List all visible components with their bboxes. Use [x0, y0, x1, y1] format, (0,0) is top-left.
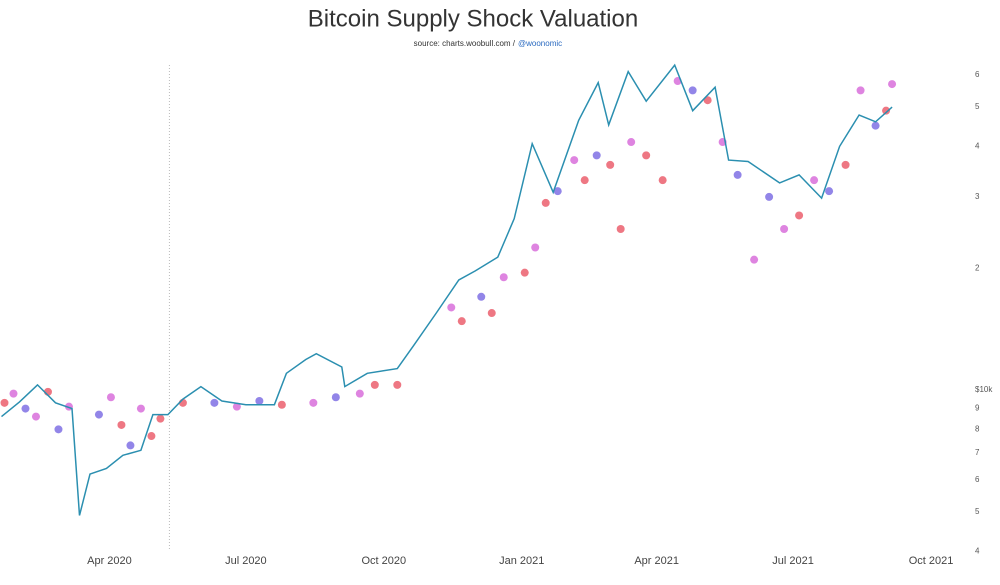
valuation-dot [393, 380, 402, 389]
valuation-dot [733, 170, 742, 179]
valuation-dot [871, 121, 880, 130]
valuation-dot [54, 425, 63, 434]
valuation-dot [520, 268, 529, 277]
valuation-dot [0, 398, 9, 407]
valuation-dot [255, 396, 264, 405]
valuation-dot [553, 187, 562, 196]
valuation-dot [616, 224, 625, 233]
y-tick-label: 6 [975, 70, 980, 79]
valuation-dot [570, 156, 579, 165]
valuation-dot [31, 412, 40, 421]
valuation-dot [232, 402, 241, 411]
y-tick-label: 3 [975, 192, 980, 201]
y-tick-label: 8 [975, 424, 980, 433]
valuation-dot [750, 255, 759, 264]
x-tick-label: Apr 2020 [87, 555, 132, 567]
valuation-dot [106, 393, 115, 402]
valuation-dot [147, 432, 156, 441]
valuation-dot [355, 389, 364, 398]
valuation-dot [487, 309, 496, 318]
y-tick-label: 6 [975, 475, 980, 484]
valuation-dot [156, 414, 165, 423]
valuation-dot [277, 400, 286, 409]
x-tick-label: Jul 2020 [225, 555, 267, 567]
valuation-dot [457, 317, 466, 326]
valuation-dot [606, 160, 615, 169]
valuation-dot [499, 273, 508, 282]
valuation-dot [795, 211, 804, 220]
valuation-dot [331, 393, 340, 402]
y-tick-label: 9 [975, 404, 980, 413]
y-tick-label: 5 [975, 102, 980, 111]
valuation-dot [882, 106, 891, 115]
y-tick-label: 4 [975, 141, 980, 150]
x-tick-label: Oct 2021 [909, 555, 954, 567]
valuation-dot [370, 380, 379, 389]
y-tick-label: $10k [975, 385, 993, 394]
source-text: source: charts.woobull.com / [414, 39, 516, 48]
valuation-dot [856, 86, 865, 95]
x-tick-label: Oct 2020 [361, 555, 406, 567]
valuation-dot [688, 86, 697, 95]
valuation-dot [627, 138, 636, 147]
valuation-dot [541, 198, 550, 207]
valuation-dot [136, 404, 145, 413]
valuation-dot [888, 80, 897, 89]
valuation-dot [841, 160, 850, 169]
source-handle[interactable]: @woonomic [518, 39, 562, 48]
y-tick-label: 5 [975, 507, 980, 516]
valuation-dot [642, 151, 651, 160]
y-tick-label: 4 [975, 546, 980, 555]
x-tick-label: Jul 2021 [772, 555, 814, 567]
valuation-dot [210, 398, 219, 407]
valuation-dot [447, 303, 456, 312]
valuation-dot [117, 420, 126, 429]
chart-title: Bitcoin Supply Shock Valuation [308, 5, 638, 32]
valuation-dot [94, 410, 103, 419]
valuation-dot [309, 398, 318, 407]
valuation-dot [21, 404, 30, 413]
x-tick-label: Apr 2021 [634, 555, 679, 567]
y-tick-label: 7 [975, 448, 980, 457]
valuation-dot [592, 151, 601, 160]
valuation-dot [658, 176, 667, 185]
x-tick-label: Jan 2021 [499, 555, 544, 567]
valuation-dot [765, 192, 774, 201]
valuation-dot [810, 176, 819, 185]
valuation-dot [780, 224, 789, 233]
valuation-dot [126, 441, 135, 450]
valuation-dot [580, 176, 589, 185]
valuation-dot [9, 389, 18, 398]
valuation-dot [703, 96, 712, 105]
valuation-dot [531, 243, 540, 252]
price-line [1, 63, 893, 516]
y-tick-label: 2 [975, 263, 980, 272]
valuation-dot [477, 292, 486, 301]
valuation-dot [825, 187, 834, 196]
